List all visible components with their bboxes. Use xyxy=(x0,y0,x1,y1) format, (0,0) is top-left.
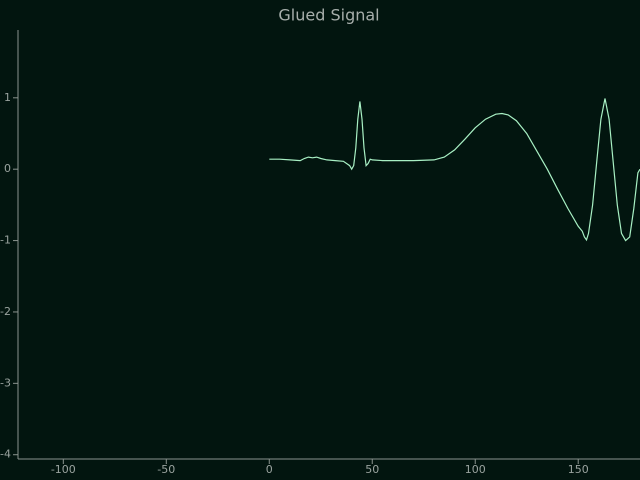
x-tick-label: 50 xyxy=(365,463,379,476)
y-tick-label: 1 xyxy=(4,91,11,104)
x-tick-label: 100 xyxy=(465,463,486,476)
y-tick-label: 0 xyxy=(4,162,11,175)
y-tick-label: -2 xyxy=(0,305,11,318)
x-tick-label: 0 xyxy=(266,463,273,476)
y-tick-label: -4 xyxy=(0,448,11,461)
y-tick-label: -3 xyxy=(0,376,11,389)
chart-title: Glued Signal xyxy=(278,6,379,25)
x-tick-label: -50 xyxy=(157,463,175,476)
signal-line xyxy=(269,98,640,242)
y-tick-label: -1 xyxy=(0,234,11,247)
x-tick-label: 150 xyxy=(568,463,589,476)
x-tick-label: -100 xyxy=(51,463,76,476)
